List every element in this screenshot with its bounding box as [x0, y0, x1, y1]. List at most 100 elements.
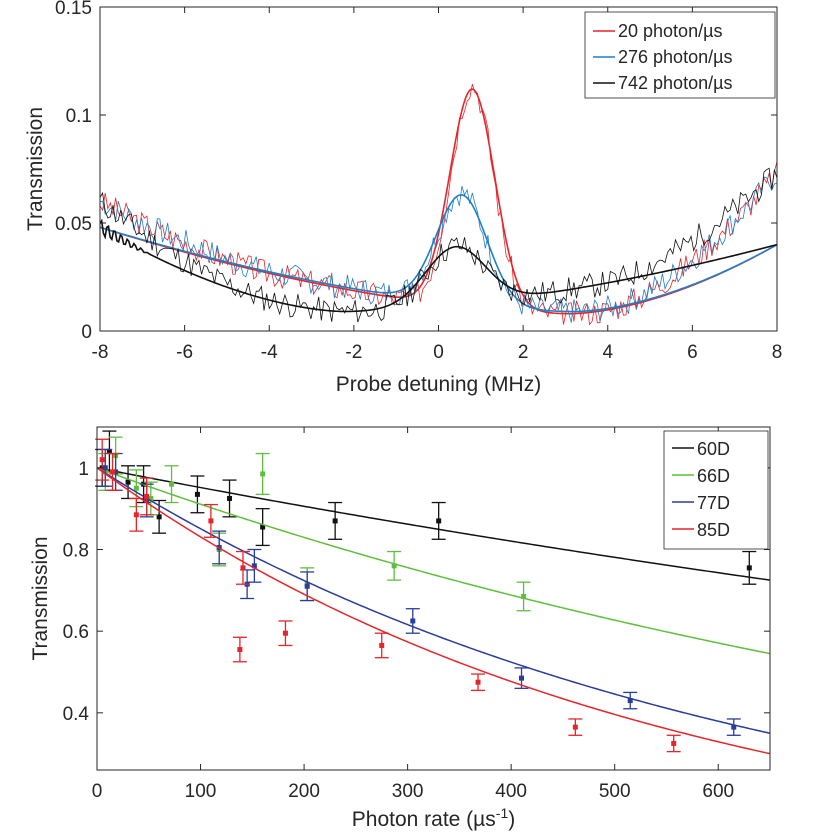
top-legend-label: 742 photon/µs	[618, 73, 732, 93]
marker	[227, 495, 233, 501]
bottom-x-tick-label: 400	[495, 781, 527, 802]
marker	[110, 469, 116, 475]
marker	[251, 563, 257, 569]
marker	[156, 514, 162, 520]
marker	[125, 479, 131, 485]
bottom-data-point	[190, 475, 205, 514]
bottom-fit-line-3	[96, 467, 771, 755]
bottom-legend-label: 77D	[697, 493, 730, 513]
top-measured-line-1	[99, 176, 778, 323]
bottom-data-point	[726, 718, 741, 736]
bottom-legend-label: 85D	[697, 520, 730, 540]
marker	[572, 724, 578, 730]
bottom-data-point	[139, 477, 154, 516]
marker	[519, 675, 525, 681]
bottom-legend-label: 60D	[697, 439, 730, 459]
bottom-data-point	[431, 501, 446, 540]
top-x-tick-label: -2	[345, 342, 362, 363]
marker	[379, 642, 385, 648]
top-x-tick-label: -4	[261, 342, 278, 363]
bottom-fit-line-1	[96, 467, 771, 655]
bottom-legend: 60D 66D 77D 85D	[663, 430, 769, 550]
top-measured-line-2	[99, 167, 778, 323]
bottom-data-point	[328, 501, 343, 540]
marker	[410, 618, 416, 624]
marker	[99, 457, 105, 463]
top-x-axis-label: Probe detuning (MHz)	[336, 373, 541, 396]
marker	[521, 593, 527, 599]
marker	[282, 630, 288, 636]
marker	[133, 512, 139, 518]
bottom-x-tick-label: 100	[185, 781, 217, 802]
bottom-y-tick-label: 0.8	[63, 541, 89, 562]
bottom-data-point	[623, 691, 638, 710]
marker	[260, 471, 266, 477]
bottom-fit-line-2	[96, 467, 771, 734]
top-axis-ticks: -8 -6 -4 -2 0 2 4 6 8 0 0.05 0.1 0.15	[55, 0, 782, 363]
bottom-data-point	[203, 503, 218, 538]
marker	[102, 465, 108, 471]
top-measured-line-0	[99, 83, 778, 326]
top-x-tick-label: 2	[518, 342, 529, 363]
marker	[746, 565, 752, 571]
top-x-tick-label: -6	[176, 342, 193, 363]
bottom-y-axis-label: Transmission	[29, 536, 52, 660]
bottom-data-point	[516, 581, 531, 612]
marker	[475, 679, 481, 685]
marker	[627, 698, 633, 704]
bottom-y-tick-label: 0.6	[63, 622, 89, 643]
bottom-data-point	[374, 632, 389, 659]
top-y-tick-label: 0.05	[55, 214, 92, 235]
bottom-x-tick-label: 300	[392, 781, 424, 802]
bottom-data-point	[387, 550, 402, 581]
top-y-tick-label: 0.1	[66, 106, 92, 127]
top-chart: -8 -6 -4 -2 0 2 4 6 8 0 0.05 0.1 0.15 Probe detuning…	[24, 0, 782, 396]
top-legend-label: 20 photon/µs	[618, 21, 722, 41]
bottom-data-point	[568, 718, 583, 736]
bottom-y-tick-label: 0.4	[63, 704, 90, 725]
marker	[144, 493, 150, 499]
top-legend: 20 photon/µs 276 photon/µs 742 photon/µs	[584, 11, 776, 99]
marker	[240, 565, 246, 571]
bottom-x-axis-label-main: Photon rate (µs	[352, 808, 496, 831]
marker	[106, 449, 112, 454]
bottom-data-point	[247, 548, 262, 583]
bottom-data-point	[255, 508, 270, 547]
top-y-axis-label: Transmission	[24, 107, 47, 231]
marker	[169, 481, 175, 487]
bottom-data-point	[278, 620, 293, 647]
top-x-tick-label: 6	[687, 342, 698, 363]
marker	[148, 495, 154, 501]
bottom-axis-ticks: 0 100 200 300 400 500 600 0.4 0.6 0.8 1	[63, 427, 770, 802]
bottom-x-tick-label: 600	[702, 781, 734, 802]
bottom-x-tick-label: 200	[288, 781, 320, 802]
marker	[194, 491, 200, 497]
bottom-data-point	[666, 734, 681, 753]
bottom-data-point	[742, 550, 757, 585]
bottom-data-point	[235, 550, 250, 585]
top-y-tick-label: 0	[81, 322, 92, 343]
bottom-y-tick-label: 1	[78, 459, 89, 480]
marker	[208, 518, 214, 524]
bottom-x-tick-label: 500	[599, 781, 631, 802]
top-legend-label: 276 photon/µs	[618, 47, 732, 67]
top-fit-line-1	[99, 194, 778, 313]
bottom-data-point	[405, 608, 420, 634]
top-fit-line-0	[99, 88, 778, 315]
bottom-data-point	[95, 438, 110, 481]
marker	[436, 518, 442, 524]
top-x-tick-label: -8	[92, 342, 109, 363]
marker	[113, 469, 119, 475]
marker	[237, 647, 243, 653]
bottom-data-point	[514, 667, 529, 689]
marker	[133, 485, 139, 491]
bottom-data-point	[129, 497, 144, 532]
top-series-group	[99, 83, 778, 326]
top-legend-box	[584, 11, 776, 99]
bottom-data-point	[222, 479, 237, 518]
bottom-x-axis-label: Photon rate (µs-1)	[352, 805, 515, 831]
top-x-tick-label: 8	[772, 342, 783, 363]
marker	[260, 524, 266, 530]
top-x-tick-label: 4	[602, 342, 613, 363]
bottom-series-group	[95, 430, 771, 755]
